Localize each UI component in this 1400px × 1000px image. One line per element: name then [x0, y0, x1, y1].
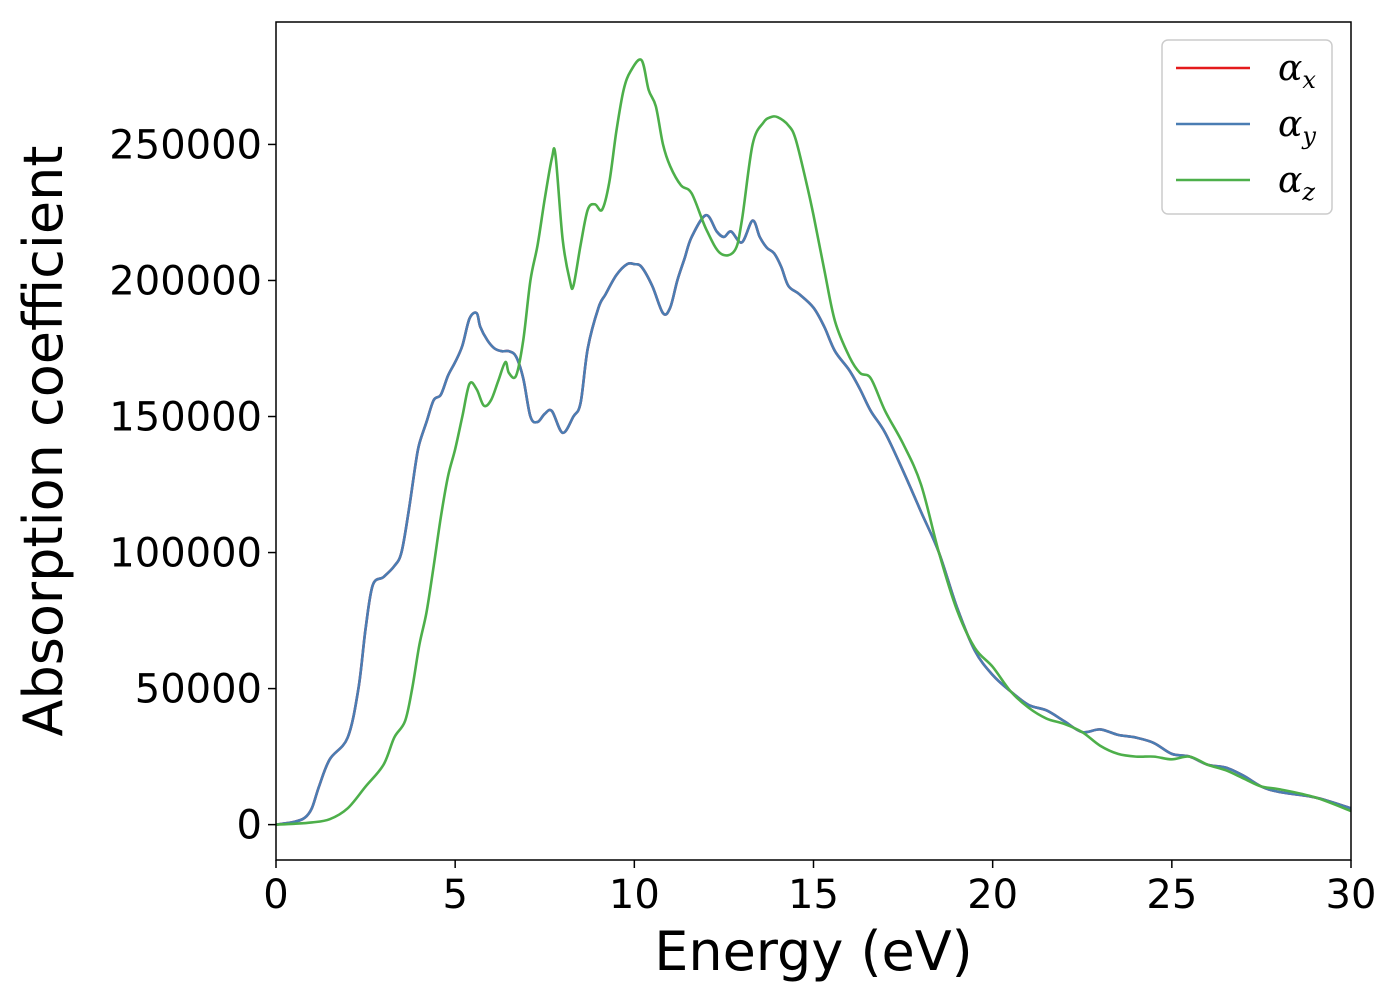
y-tick-label: 250000	[109, 122, 262, 168]
legend-box	[1161, 39, 1333, 215]
x-tick-label: 10	[609, 872, 660, 918]
x-axis-label: Energy (eV)	[654, 920, 973, 983]
x-tick-label: 15	[788, 872, 839, 918]
series-line-alpha-z	[275, 58, 1352, 826]
series-line-alpha-y	[275, 213, 1352, 826]
y-tick-label: 0	[237, 803, 262, 849]
y-tick-label: 200000	[109, 258, 262, 304]
x-tick-label: 0	[263, 872, 288, 918]
legend: αx αy αz	[1161, 39, 1333, 215]
x-tick-label: 30	[1326, 872, 1377, 918]
y-tick-label: 50000	[135, 667, 262, 713]
series-lines	[275, 58, 1352, 826]
axis-ticks: 0 5 10 15 20 25 30 0 50000 100000 150000 200000 2500…	[109, 122, 1376, 918]
y-tick-label: 100000	[109, 531, 262, 577]
x-tick-label: 5	[442, 872, 467, 918]
legend-label-alpha-y: αy	[1278, 104, 1316, 150]
y-tick-label: 150000	[109, 395, 262, 441]
y-axis-label: Absorption coefficient	[12, 146, 75, 737]
legend-label-alpha-x: αx	[1278, 48, 1316, 94]
x-tick-label: 25	[1146, 872, 1197, 918]
legend-label-alpha-z: αz	[1278, 160, 1315, 206]
x-tick-label: 20	[967, 872, 1018, 918]
